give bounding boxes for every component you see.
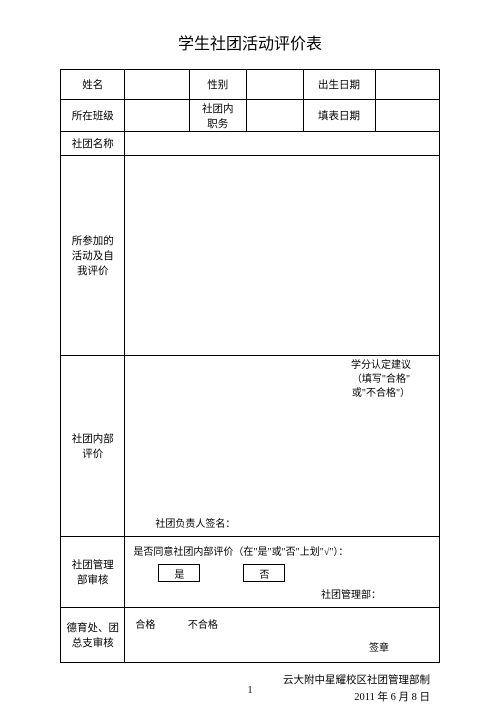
cell-mgmt-review: 是否同意社团内部评价（在"是"或"否"上划"√"）： 是 否 社团管理部： (125, 537, 440, 608)
field-activities[interactable] (125, 156, 440, 356)
label-club-name: 社团名称 (61, 132, 125, 156)
row-internal-eval: 社团内部 评价 学分认定建议 （填写"合格" 或"不合格"） 社团负责人签名： (61, 356, 440, 537)
cell-internal-eval: 学分认定建议 （填写"合格" 或"不合格"） 社团负责人签名： (125, 356, 440, 537)
option-yes[interactable]: 是 (158, 564, 200, 582)
field-gender[interactable] (246, 70, 303, 100)
page-container: 学生社团活动评价表 姓名 性别 出生日期 所在班级 社团内 职务 填表日期 社团… (0, 0, 500, 727)
label-name: 姓名 (61, 70, 125, 100)
field-birth[interactable] (375, 70, 439, 100)
yes-no-options: 是 否 (133, 564, 431, 582)
label-birth: 出生日期 (303, 70, 375, 100)
suggest-line3: 或"不合格"） (328, 387, 434, 401)
suggest-line1: 学分认定建议 (328, 359, 434, 373)
field-name[interactable] (125, 70, 189, 100)
cell-moral-review: 合格 不合格 签章 (125, 608, 440, 663)
row-mgmt-review: 社团管理 部审核 是否同意社团内部评价（在"是"或"否"上划"√"）： 是 否 … (61, 537, 440, 608)
pass-fail-row: 合格 不合格 (135, 616, 429, 631)
agree-question: 是否同意社团内部评价（在"是"或"否"上划"√"）： (133, 543, 431, 558)
field-class[interactable] (125, 100, 189, 132)
mgmt-dept-label: 社团管理部： (133, 586, 431, 601)
row-activities: 所参加的 活动及自 我评价 (61, 156, 440, 356)
option-no[interactable]: 否 (243, 564, 285, 582)
leader-sign-label: 社团负责人签名： (125, 446, 439, 536)
row-moral-review: 德育处、团 总支审核 合格 不合格 签章 (61, 608, 440, 663)
option-fail[interactable]: 不合格 (188, 620, 218, 631)
page-number: 1 (0, 685, 500, 696)
form-title: 学生社团活动评价表 (60, 30, 440, 54)
label-position: 社团内 职务 (189, 100, 246, 132)
field-internal-eval[interactable] (125, 356, 323, 446)
label-internal-eval: 社团内部 评价 (61, 356, 125, 537)
label-mgmt-review: 社团管理 部审核 (61, 537, 125, 608)
label-gender: 性别 (189, 70, 246, 100)
label-activities: 所参加的 活动及自 我评价 (61, 156, 125, 356)
label-moral-review: 德育处、团 总支审核 (61, 608, 125, 663)
label-class: 所在班级 (61, 100, 125, 132)
option-pass[interactable]: 合格 (135, 620, 155, 631)
field-club-name[interactable] (125, 132, 440, 156)
suggest-line2: （填写"合格" (328, 373, 434, 387)
field-fill-date[interactable] (375, 100, 439, 132)
stamp-label: 签章 (135, 639, 429, 654)
label-fill-date: 填表日期 (303, 100, 375, 132)
row-club-name: 社团名称 (61, 132, 440, 156)
field-position[interactable] (246, 100, 303, 132)
evaluation-table: 姓名 性别 出生日期 所在班级 社团内 职务 填表日期 社团名称 所参加的 活动… (60, 69, 440, 663)
credit-suggestion-box: 学分认定建议 （填写"合格" 或"不合格"） (323, 356, 439, 446)
row-basic-1: 姓名 性别 出生日期 (61, 70, 440, 100)
row-basic-2: 所在班级 社团内 职务 填表日期 (61, 100, 440, 132)
